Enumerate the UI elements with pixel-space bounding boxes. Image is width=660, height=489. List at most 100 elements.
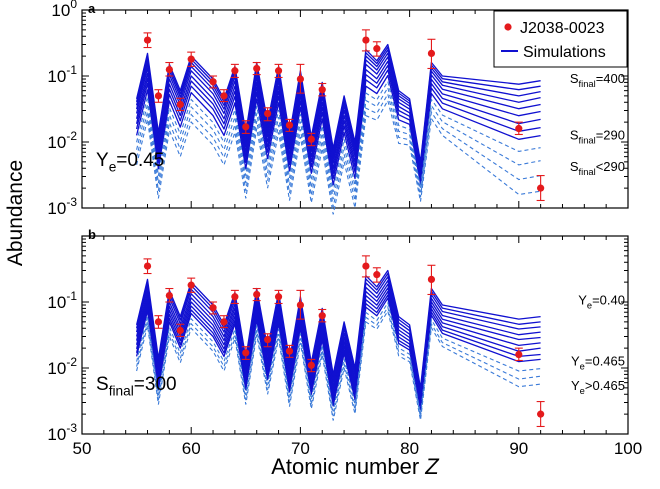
observed-point-z64 <box>230 289 239 305</box>
curve-annotation-3: Ye>0.465 <box>571 378 625 396</box>
simulation-line-10 <box>136 79 541 192</box>
observed-point-z65 <box>241 346 250 360</box>
observed-point-z69 <box>285 118 294 132</box>
y-tick-label-base: 10 <box>47 67 66 86</box>
y-tick-label-base: 10 <box>47 293 66 312</box>
observed-marker <box>253 290 261 299</box>
observed-point-z92 <box>536 401 545 428</box>
y-tick-label-exponent: -2 <box>66 129 77 143</box>
observed-marker <box>427 275 436 284</box>
observed-point-z90 <box>514 347 523 362</box>
observed-marker <box>154 92 163 100</box>
x-tick-label: 70 <box>291 439 310 458</box>
curve-annotation-1-rest: =0.40 <box>592 293 625 308</box>
observed-point-z69 <box>285 344 294 358</box>
observed-point-z82 <box>427 38 436 70</box>
y-tick-label: 100 <box>51 0 77 20</box>
observed-marker <box>515 124 523 133</box>
observed-marker <box>307 135 315 143</box>
observed-marker <box>427 49 436 58</box>
y-axis-label: Abundance <box>4 160 27 266</box>
observed-point-z70 <box>296 289 305 320</box>
curve-annotation-3-subscript: final <box>579 167 596 177</box>
observed-point-z66 <box>252 287 261 302</box>
observed-point-z56 <box>143 32 152 49</box>
observed-marker <box>231 67 239 75</box>
observed-marker <box>154 318 163 326</box>
legend: J2038-0023 Simulations <box>493 10 628 68</box>
condition-label-subscript: final <box>109 384 134 399</box>
observed-marker <box>318 312 326 320</box>
curve-annotation-3-rest: >0.465 <box>585 378 625 393</box>
observed-marker <box>264 109 272 118</box>
observed-point-z72 <box>318 82 327 97</box>
curve-annotation-1: Sfinal=400 <box>570 71 625 89</box>
curve-annotation-2-main: Y <box>571 354 580 369</box>
curve-annotation-2-rest: =0.465 <box>585 354 625 369</box>
observed-point-z63 <box>219 89 228 103</box>
curve-annotation-3-main: S <box>570 159 579 174</box>
observed-point-z71 <box>307 358 316 373</box>
panel-letter: a <box>88 1 96 16</box>
observed-marker <box>285 347 294 355</box>
condition-label-subscript: e <box>109 160 117 175</box>
observed-marker <box>537 184 545 192</box>
observed-marker <box>176 100 184 109</box>
observed-point-z68 <box>274 63 283 79</box>
curve-annotation-2-subscript: final <box>579 136 596 146</box>
observed-marker <box>187 55 195 63</box>
observed-point-z65 <box>241 120 250 134</box>
observed-marker <box>537 410 545 418</box>
condition-label: Ye=0.45 <box>96 150 164 175</box>
observed-point-z76 <box>361 29 370 52</box>
observed-point-z60 <box>187 277 196 293</box>
observed-marker <box>296 75 304 83</box>
legend-observed-marker <box>504 23 512 31</box>
observed-point-z59 <box>176 97 185 112</box>
observed-marker <box>362 262 370 270</box>
condition-label-rest: =0.45 <box>116 150 164 171</box>
simulation-line-10 <box>136 301 541 414</box>
observed-marker <box>274 67 283 75</box>
x-axis-label-text: Atomic number <box>271 454 425 479</box>
observed-marker <box>285 121 294 129</box>
curve-annotation-1: Ye=0.40 <box>578 293 625 311</box>
curve-annotation-3-rest: <290 <box>596 159 625 174</box>
observed-point-z82 <box>427 264 436 296</box>
observed-marker <box>515 350 523 359</box>
observed-point-z66 <box>252 61 261 76</box>
simulation-line-12 <box>136 309 541 421</box>
y-tick-label: 10-3 <box>47 421 77 444</box>
observed-marker <box>318 86 326 94</box>
observed-point-z56 <box>143 258 152 275</box>
panel-letter: b <box>88 227 96 242</box>
observed-point-z62 <box>209 301 218 315</box>
y-tick-label: 10-2 <box>47 129 77 152</box>
y-tick-label-base: 10 <box>47 359 66 378</box>
x-tick-label: 90 <box>509 439 528 458</box>
simulation-line-13 <box>136 99 541 215</box>
observed-marker <box>264 335 272 344</box>
observed-point-z58 <box>165 61 174 77</box>
observed-point-z58 <box>165 287 174 303</box>
y-tick-label-exponent: 0 <box>70 0 77 11</box>
observed-point-z92 <box>536 175 545 202</box>
observed-point-z77 <box>372 267 381 283</box>
observed-marker <box>209 304 217 312</box>
y-tick-label-base: 10 <box>47 133 66 152</box>
curve-annotation-1-main: Y <box>578 293 587 308</box>
legend-observed-label: J2038-0023 <box>520 20 605 37</box>
panel-a: 10010-110-210-3aYe=0.45Sfinal=400Sfinal=… <box>47 0 629 218</box>
curve-annotation-2: Ye=0.465 <box>571 354 625 372</box>
observed-marker <box>143 36 152 44</box>
observed-marker <box>165 66 173 74</box>
curve-annotation-1-rest: =400 <box>596 71 625 86</box>
x-tick-label: 100 <box>614 439 642 458</box>
observed-marker <box>220 92 228 100</box>
observed-marker <box>242 123 250 131</box>
y-tick-label-exponent: -3 <box>66 195 77 209</box>
panel-b: 10-110-210-350 60 70 80 90 100bSfinal=300Ye=0… <box>47 227 642 458</box>
x-axis-label: Atomic number Z <box>271 454 440 479</box>
